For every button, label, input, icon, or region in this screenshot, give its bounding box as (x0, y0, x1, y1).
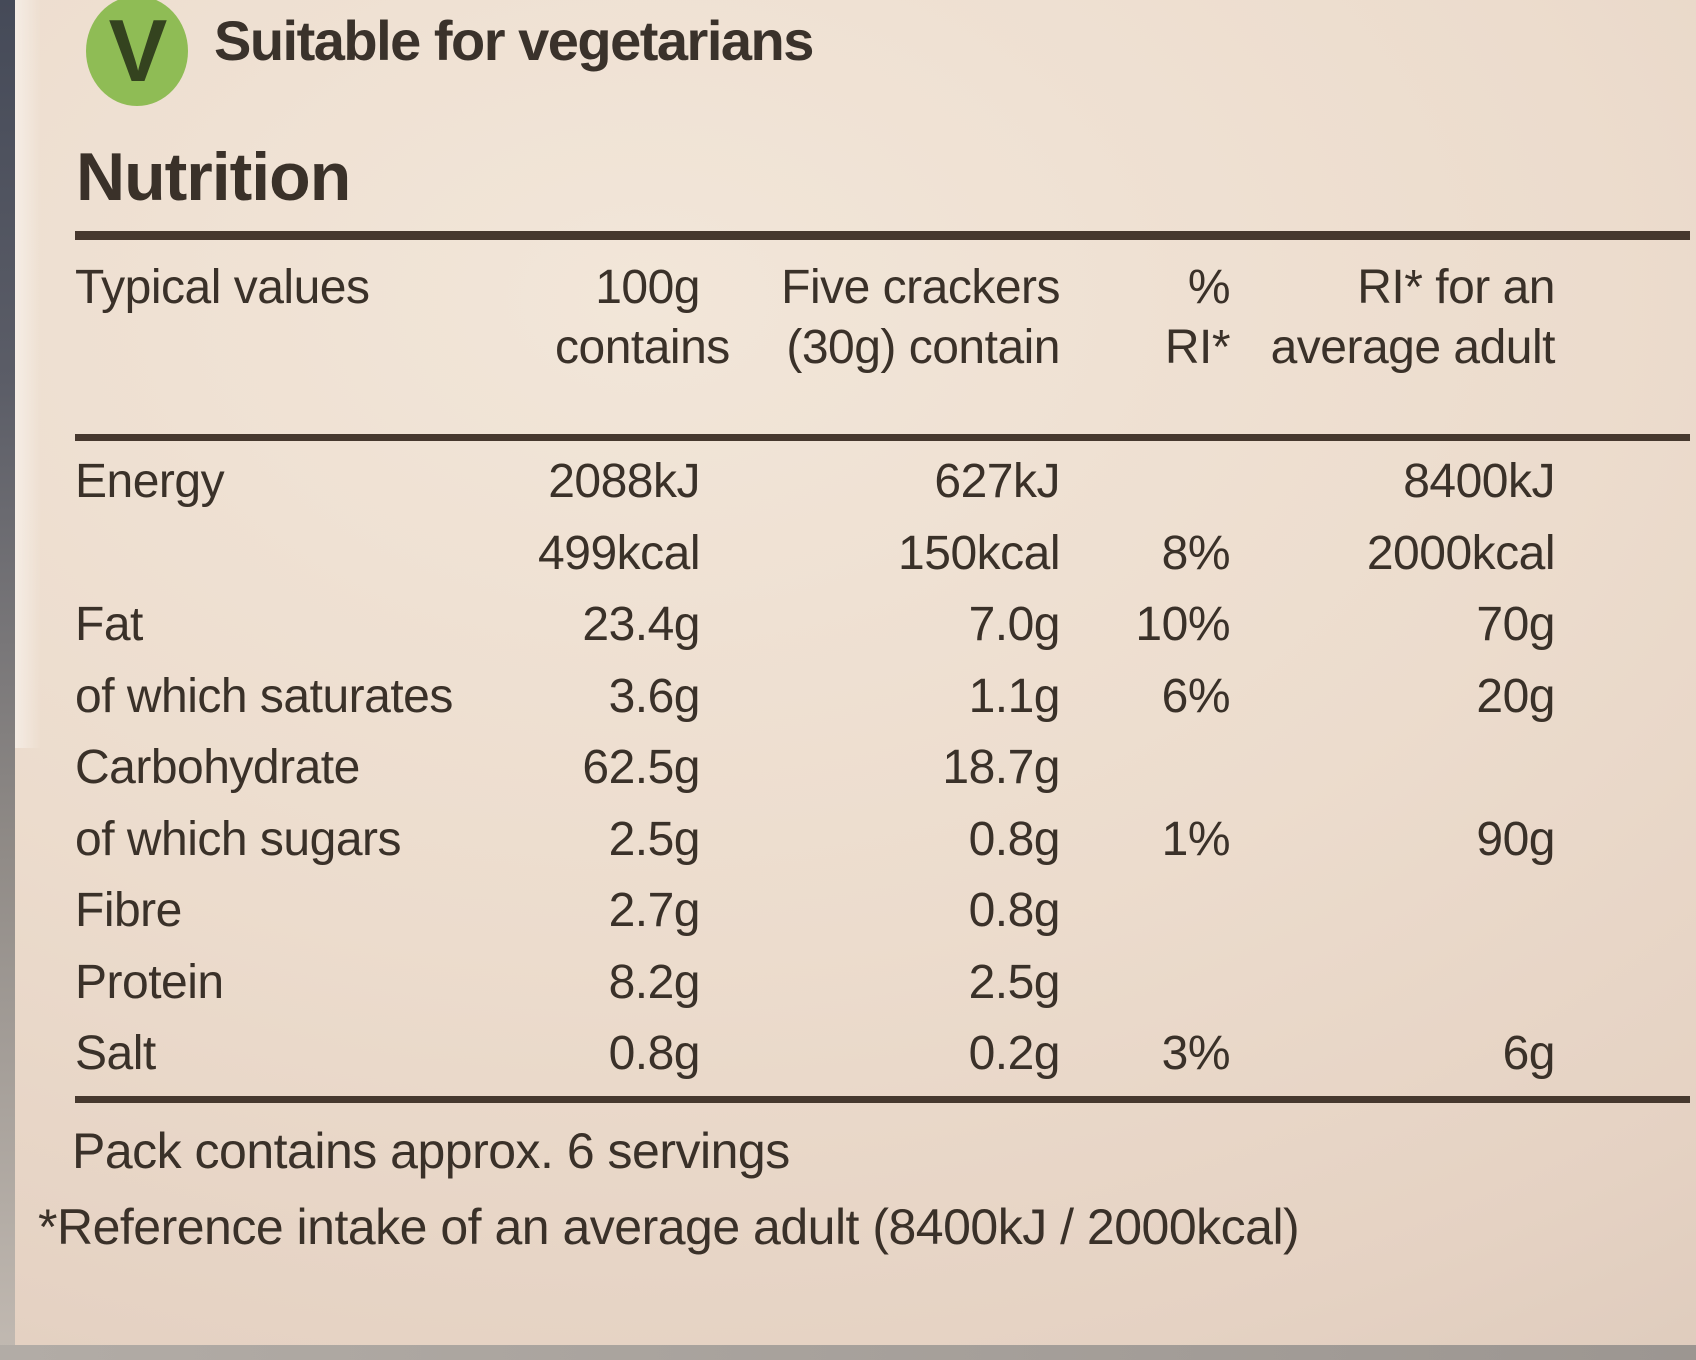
cell-ri-percent: 10% (1135, 598, 1230, 652)
row-label: Carbohydrate (75, 741, 360, 795)
header-serving-line2: (30g) contain (786, 321, 1060, 374)
header-ri-adult: RI* for an average adult (1230, 258, 1556, 378)
rule-bottom-divider (75, 1096, 1690, 1103)
cell-ri-percent (1060, 947, 1230, 1019)
header-ri-percent-line2: RI* (1164, 321, 1231, 374)
reference-intake-note: *Reference intake of an average adult (8… (38, 1199, 1300, 1255)
cell-serving: 2.5g (968, 955, 1061, 1009)
header-serving: Five crackers (30g) contain (700, 258, 1060, 378)
row-label: Salt (75, 1027, 156, 1081)
cell-ri-percent: 3% (1161, 1027, 1231, 1081)
vegetarian-badge-letter: V (108, 1, 168, 100)
table-body: Energy 2088kJ 627kJ 8400kJ 499kcal 150kc… (75, 446, 1556, 1090)
package-bottom-edge (0, 1345, 1696, 1360)
cell-ri-adult (1230, 732, 1555, 804)
nutrition-title: Nutrition (76, 139, 351, 215)
header-100g-line2: contains (555, 321, 730, 374)
header-100g: 100g contains (555, 258, 730, 378)
cell-per100g: 62.5g (582, 741, 700, 795)
cell-per100g: 3.6g (608, 669, 701, 723)
cell-serving: 7.0g (968, 598, 1061, 652)
cell-ri-percent (1060, 446, 1230, 518)
package-left-edge-highlight (15, 0, 41, 748)
cell-ri-percent (1060, 875, 1230, 947)
cell-serving: 0.8g (968, 812, 1061, 866)
cell-ri-adult: 90g (1476, 812, 1555, 866)
header-typical-values: Typical values (75, 261, 370, 314)
header-ri-adult-line1: RI* for an (1357, 261, 1555, 314)
cell-per100g: 0.8g (608, 1027, 701, 1081)
cell-ri-percent: 8% (1161, 526, 1231, 580)
row-label: Protein (75, 955, 224, 1009)
row-label: Fibre (75, 884, 182, 938)
cell-per100g: 23.4g (582, 598, 700, 652)
cell-per100g: 2.5g (608, 812, 701, 866)
cell-serving: 627kJ (934, 455, 1060, 509)
cell-per100g: 2.7g (608, 884, 701, 938)
row-label: Energy (75, 455, 225, 509)
row-label (75, 518, 555, 590)
cell-serving: 0.8g (968, 884, 1061, 938)
cell-ri-adult: 70g (1476, 598, 1555, 652)
package-left-edge (0, 0, 15, 1360)
header-ri-adult-line2: average adult (1270, 321, 1556, 374)
cell-serving: 1.1g (968, 669, 1061, 723)
vegetarian-label: Suitable for vegetarians (214, 9, 814, 72)
cell-serving: 150kcal (898, 526, 1060, 580)
row-label: of which sugars (75, 812, 402, 866)
cell-ri-percent (1060, 732, 1230, 804)
header-ri-percent: % RI* (1060, 258, 1231, 378)
cell-ri-adult: 6g (1502, 1027, 1556, 1081)
cell-ri-percent: 1% (1161, 812, 1231, 866)
row-label: of which saturates (75, 669, 453, 723)
cell-per100g: 2088kJ (548, 455, 700, 509)
header-100g-line1: 100g (595, 261, 700, 314)
cell-ri-percent: 6% (1161, 669, 1231, 723)
cell-ri-adult (1230, 875, 1555, 947)
cell-ri-adult: 20g (1476, 669, 1555, 723)
cell-ri-adult (1230, 947, 1555, 1019)
header-serving-line1: Five crackers (781, 261, 1060, 314)
vegetarian-badge-icon: V (86, 0, 188, 106)
cell-per100g: 8.2g (608, 955, 701, 1009)
row-label: Fat (75, 598, 143, 652)
cell-ri-adult: 8400kJ (1403, 455, 1555, 509)
cell-ri-adult: 2000kcal (1366, 526, 1556, 580)
cell-serving: 18.7g (942, 741, 1060, 795)
header-ri-percent-line1: % (1187, 261, 1231, 314)
cell-serving: 0.2g (968, 1027, 1061, 1081)
table-header: Typical values 100g contains Five cracke… (75, 258, 1556, 378)
cell-per100g: 499kcal (538, 526, 700, 580)
rule-header-divider (75, 434, 1690, 441)
servings-note: Pack contains approx. 6 servings (72, 1123, 790, 1179)
rule-top (75, 231, 1690, 240)
